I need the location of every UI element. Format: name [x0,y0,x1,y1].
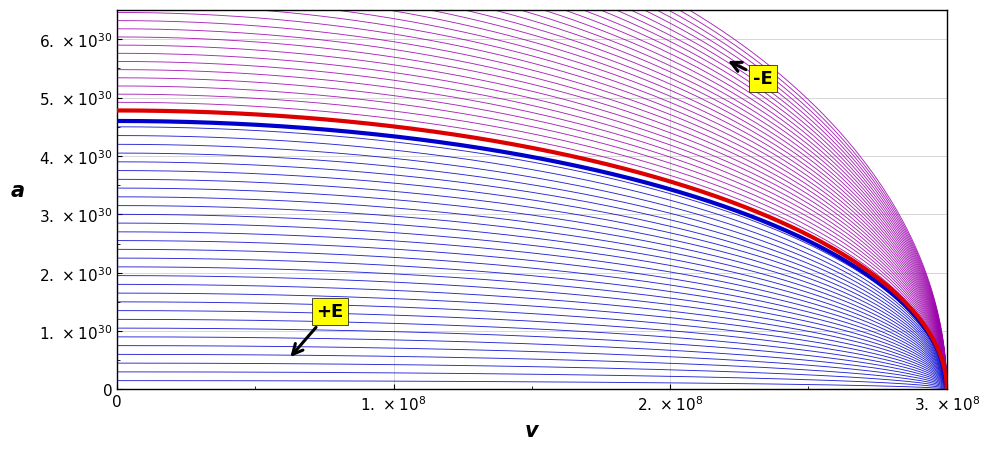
X-axis label: v: v [525,420,539,440]
Text: -E: -E [731,63,773,88]
Text: +E: +E [292,303,344,354]
Y-axis label: a: a [11,180,25,200]
